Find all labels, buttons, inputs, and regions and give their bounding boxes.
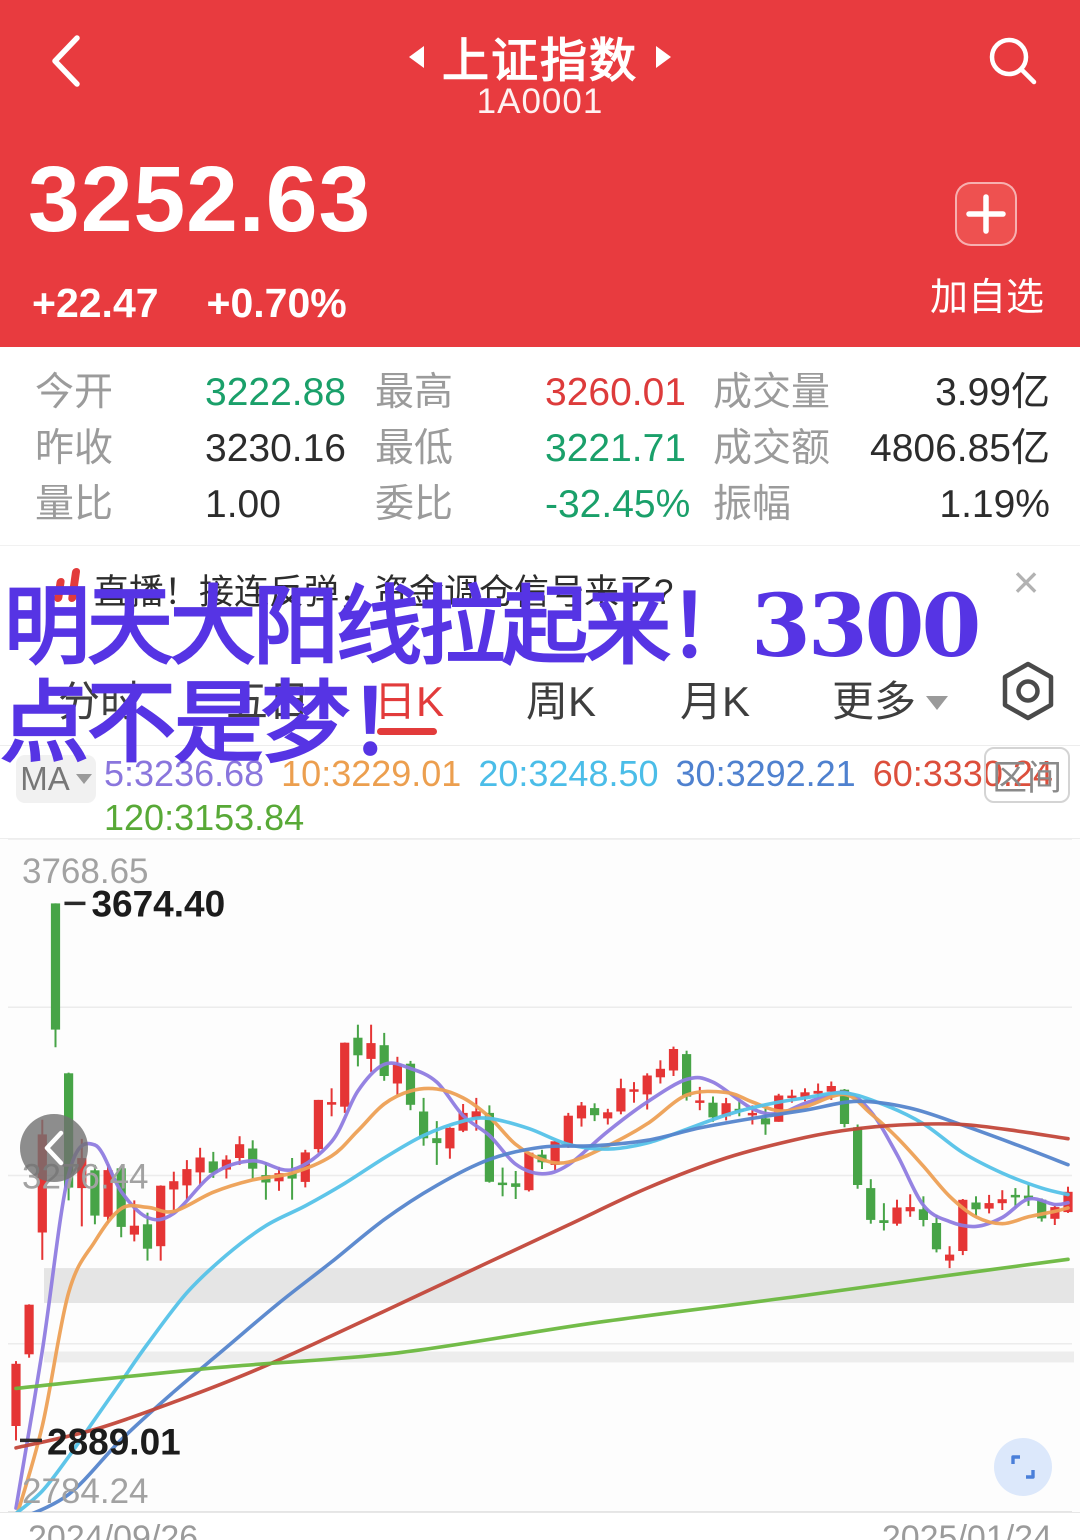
stat-label: 最低 bbox=[375, 427, 454, 470]
fullscreen-button[interactable] bbox=[994, 1438, 1052, 1496]
active-tab-underline bbox=[377, 728, 437, 735]
quote-stats: 今开 3222.88 最高 3260.01 成交量 3.99亿 昨收 3230.16 最… bbox=[0, 347, 1080, 545]
x-axis-dates: 2024/09/26 2025/01/24 bbox=[0, 1512, 1080, 1540]
tab-daily-k[interactable]: 日K bbox=[374, 678, 445, 725]
change-row: +22.47 +0.70% bbox=[32, 280, 347, 327]
tab-minute[interactable]: 分时 bbox=[58, 678, 143, 725]
close-icon[interactable]: × bbox=[1012, 556, 1040, 608]
add-watchlist-button[interactable] bbox=[955, 182, 1017, 246]
ma5-value: 5:3236.68 bbox=[104, 753, 265, 794]
title-row: 上证指数 bbox=[0, 22, 1080, 91]
current-price: 3252.63 bbox=[28, 147, 372, 251]
ma10-value: 10:3229.01 bbox=[281, 753, 462, 794]
news-banner-text[interactable]: 直播！接连反弹，资金调仓信号来了? bbox=[94, 573, 674, 612]
kline-settings-button[interactable] bbox=[999, 658, 1057, 724]
svg-text:3768.65: 3768.65 bbox=[22, 852, 149, 891]
stat-label: 委比 bbox=[375, 483, 454, 526]
add-watchlist-label[interactable]: 加自选 bbox=[929, 277, 1044, 319]
stat-value: 4806.85亿 bbox=[870, 427, 1050, 470]
svg-text:3674.40: 3674.40 bbox=[91, 883, 225, 924]
ma30-value: 30:3292.21 bbox=[675, 753, 856, 794]
stat-value: 3222.88 bbox=[205, 371, 346, 414]
stat-label: 成交量 bbox=[713, 371, 831, 414]
header: 上证指数 1A0001 3252.63 +22.47 +0.70% 加自选 bbox=[0, 0, 1080, 347]
search-icon bbox=[989, 37, 1037, 85]
stock-code: 1A0001 bbox=[476, 82, 604, 121]
range-select-button[interactable]: 区间 bbox=[984, 747, 1070, 803]
stat-label: 今开 bbox=[35, 371, 114, 414]
live-icon bbox=[51, 568, 86, 604]
stat-value: 1.00 bbox=[205, 483, 281, 526]
news-banner[interactable]: 直播！接连反弹，资金调仓信号来了? × bbox=[0, 545, 1080, 625]
stat-label: 最高 bbox=[375, 371, 454, 414]
ma60-value: 60:3330.24 bbox=[872, 753, 1053, 794]
ma120-value: 120:3153.84 bbox=[104, 797, 305, 838]
prev-stock-icon[interactable] bbox=[409, 45, 424, 68]
ma-values-line1: 5:3236.68 10:3229.01 20:3248.50 30:3292.21 6… bbox=[104, 753, 1070, 795]
chevron-down-icon bbox=[926, 696, 949, 710]
kline-chart[interactable]: 3674.40 2889.01 3768.65 3276.44 2784.24 bbox=[0, 838, 1080, 1523]
tab-weekly-k[interactable]: 周K bbox=[526, 678, 597, 725]
price-change: +22.47 bbox=[32, 280, 159, 326]
drag-left-handle[interactable] bbox=[20, 1114, 88, 1182]
stat-label: 量比 bbox=[35, 483, 114, 526]
svg-text:2889.01: 2889.01 bbox=[47, 1421, 181, 1462]
stat-label: 成交额 bbox=[713, 427, 831, 470]
stat-label: 昨收 bbox=[35, 427, 114, 470]
stat-value: -32.45% bbox=[545, 483, 691, 526]
stat-value: 1.19% bbox=[939, 483, 1050, 526]
back-icon bbox=[52, 35, 80, 87]
chevron-left-icon bbox=[44, 1130, 64, 1166]
page-title: 上证指数 bbox=[442, 34, 638, 87]
stat-value: 3260.01 bbox=[545, 371, 686, 414]
indicator-row: MA 5:3236.68 10:3229.01 20:3248.50 30:3292.… bbox=[0, 747, 1080, 839]
stat-value: 3230.16 bbox=[205, 427, 346, 470]
ma-values-line2: 120:3153.84 bbox=[104, 797, 304, 839]
ma-selector[interactable]: MA bbox=[16, 755, 96, 803]
chevron-down-icon bbox=[75, 774, 92, 784]
svg-text:2784.24: 2784.24 bbox=[22, 1472, 149, 1511]
kline-settings-icon bbox=[1002, 661, 1054, 721]
tab-more[interactable]: 更多 bbox=[832, 668, 949, 729]
stat-value: 3221.71 bbox=[545, 427, 686, 470]
back-button[interactable] bbox=[36, 28, 96, 94]
stat-label: 振幅 bbox=[713, 483, 792, 526]
stat-value: 3.99亿 bbox=[935, 371, 1050, 414]
ma20-value: 20:3248.50 bbox=[478, 753, 659, 794]
end-date-label: 2025/01/24 bbox=[881, 1519, 1052, 1540]
tab-5day[interactable]: 五日 bbox=[226, 678, 311, 725]
tab-monthly-k[interactable]: 月K bbox=[680, 678, 751, 725]
next-stock-icon[interactable] bbox=[656, 45, 671, 68]
search-button[interactable] bbox=[980, 28, 1044, 92]
period-tabs: 分时 五日 日K 周K 月K 更多 bbox=[0, 640, 1080, 746]
plus-icon bbox=[966, 194, 1006, 234]
expand-icon bbox=[1011, 1455, 1035, 1479]
price-change-pct: +0.70% bbox=[206, 280, 347, 326]
start-date-label: 2024/09/26 bbox=[28, 1519, 199, 1540]
